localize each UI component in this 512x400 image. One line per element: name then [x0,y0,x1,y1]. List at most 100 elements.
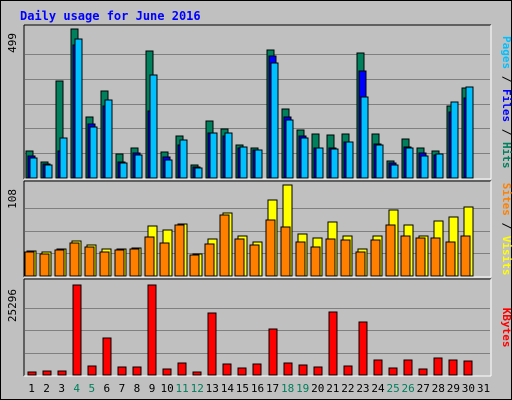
bar-kbytes-day-6 [102,337,112,376]
chart-title: Daily usage for June 2016 [20,9,201,23]
x-tick-day-31: 31 [477,382,490,395]
x-tick-day-5: 5 [88,382,95,395]
bar-pages-day-17 [270,62,279,179]
bar-pages-day-4 [74,38,83,179]
bar-pages-day-26 [405,147,414,179]
bar-sites-day-19 [295,241,306,277]
bar-pages-day-20 [315,147,324,179]
bar-sites-day-18 [280,226,291,277]
bar-sites-day-25 [385,224,396,277]
bar-sites-day-1 [24,251,35,277]
bar-sites-day-22 [340,239,351,277]
axis-label-part-2: Files [500,89,512,122]
panel-top-axis-label: Pages / Files / Hits [500,36,512,169]
x-tick-day-7: 7 [119,382,126,395]
bar-kbytes-day-9 [147,284,157,376]
bar-kbytes-day-8 [132,366,142,376]
bar-sites-day-12 [189,254,200,277]
bar-kbytes-day-14 [222,363,232,376]
x-tick-day-8: 8 [134,382,141,395]
bar-kbytes-day-11 [177,362,187,376]
bar-kbytes-day-4 [72,284,82,376]
bar-kbytes-day-3 [57,370,67,376]
bar-pages-day-29 [450,101,459,179]
bar-kbytes-day-18 [283,362,293,376]
x-tick-day-9: 9 [149,382,156,395]
bar-pages-day-27 [420,155,429,179]
bar-pages-day-18 [285,119,294,179]
bar-kbytes-day-17 [268,328,278,376]
x-tick-day-30: 30 [462,382,475,395]
x-tick-day-19: 19 [296,382,309,395]
bar-sites-day-11 [174,224,185,277]
bar-pages-day-19 [300,137,309,179]
bar-sites-day-2 [39,253,50,277]
x-tick-day-11: 11 [176,382,189,395]
x-tick-day-16: 16 [251,382,264,395]
bar-pages-day-10 [164,159,173,179]
bar-sites-day-24 [370,239,381,277]
bar-sites-day-20 [310,246,321,277]
bar-pages-day-28 [435,153,444,179]
x-tick-day-2: 2 [43,382,50,395]
bar-pages-day-8 [134,154,143,179]
bar-sites-day-15 [234,238,245,277]
x-tick-day-26: 26 [402,382,415,395]
bar-sites-day-28 [430,237,441,277]
x-tick-day-17: 17 [266,382,279,395]
bar-sites-day-26 [400,235,411,277]
bar-pages-day-16 [254,149,263,179]
bar-sites-day-9 [144,236,155,277]
bar-kbytes-day-26 [403,359,413,376]
bar-pages-day-3 [59,137,68,179]
x-tick-day-23: 23 [356,382,369,395]
axis-label-part-0: Pages [500,36,512,69]
x-tick-day-25: 25 [386,382,399,395]
x-tick-day-6: 6 [104,382,111,395]
bar-kbytes-day-10 [162,368,172,376]
bar-sites-day-16 [249,244,260,277]
bar-pages-day-22 [345,141,354,179]
bar-pages-day-24 [375,144,384,179]
panel-bottom-background [24,279,491,376]
panel-top-ymax-label: 499 [6,33,19,53]
x-tick-day-4: 4 [73,382,80,395]
axis-label-part-1: / [500,69,512,89]
bar-kbytes-day-29 [448,359,458,376]
x-tick-day-29: 29 [447,382,460,395]
bar-pages-day-14 [224,132,233,179]
bar-kbytes-day-20 [313,366,323,376]
x-tick-day-1: 1 [28,382,35,395]
bar-sites-day-17 [265,219,276,277]
bar-kbytes-day-13 [207,312,217,376]
bar-pages-day-12 [194,167,203,179]
x-tick-day-22: 22 [341,382,354,395]
bar-pages-day-5 [89,126,98,179]
bar-pages-day-6 [104,99,113,179]
axis-label-part-4: Hits [500,142,512,169]
bar-sites-day-3 [54,249,65,277]
bar-kbytes-day-1 [27,371,37,376]
x-tick-day-10: 10 [160,382,173,395]
bar-kbytes-day-30 [463,360,473,376]
x-tick-day-15: 15 [236,382,249,395]
axis-label-part-0: Sites [500,183,512,216]
panel-middle-ymax-label: 108 [6,189,19,209]
bar-kbytes-day-15 [237,367,247,376]
bar-kbytes-day-22 [343,365,353,376]
bar-pages-day-11 [179,139,188,179]
bar-kbytes-day-27 [418,368,428,376]
x-tick-day-27: 27 [417,382,430,395]
bar-kbytes-day-21 [328,311,338,376]
panel-bottom-axis-label: KBytes [500,308,512,348]
bar-kbytes-day-2 [42,370,52,376]
axis-label-part-3: / [500,122,512,142]
bar-pages-day-7 [119,162,128,179]
x-tick-day-12: 12 [191,382,204,395]
bar-sites-day-5 [84,246,95,277]
x-tick-day-20: 20 [311,382,324,395]
axis-label-part-0: KBytes [500,308,512,348]
bar-kbytes-day-24 [373,359,383,376]
bar-pages-day-1 [29,157,38,179]
x-tick-day-21: 21 [326,382,339,395]
